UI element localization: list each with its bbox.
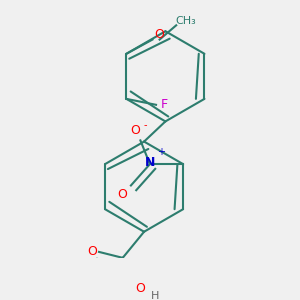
Text: O: O [87, 245, 97, 258]
Text: -: - [143, 120, 147, 130]
Text: +: + [157, 147, 165, 157]
Text: O: O [136, 282, 146, 295]
Text: O: O [131, 124, 141, 137]
Text: CH₃: CH₃ [175, 16, 196, 26]
Text: O: O [118, 188, 128, 202]
Text: O: O [155, 28, 164, 41]
Text: N: N [145, 156, 155, 170]
Text: F: F [161, 98, 168, 111]
Text: H: H [151, 291, 159, 300]
